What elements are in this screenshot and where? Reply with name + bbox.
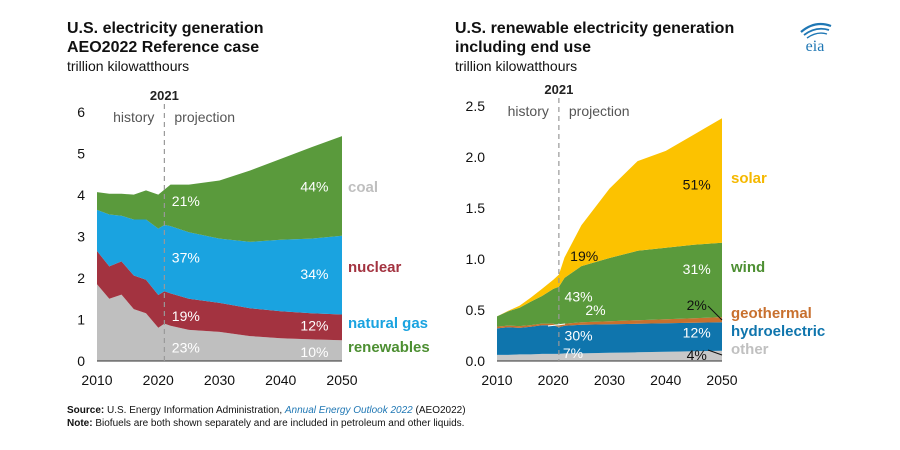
left-share-annotation: 10% [300,344,328,360]
right-projection-label: projection [569,103,630,119]
left-chart-title: U.S. electricity generation AEO2022 Refe… [67,19,264,57]
left-y-tick-label: 5 [77,146,85,162]
right-share-annotation: 2% [687,297,707,313]
left-share-annotation: 37% [172,249,200,265]
eia-logo-arc-3 [806,32,828,39]
right-divider-year: 2021 [544,82,573,97]
right-share-annotation: 31% [683,261,711,277]
right-share-annotation: 19% [570,248,598,264]
left-share-annotation: 44% [300,179,328,195]
left-y-tick-label: 3 [77,229,85,245]
source-footnote: Source: U.S. Energy Information Administ… [67,405,466,416]
right-annotation-leader-geothermal-2050 [707,305,723,321]
left-projection-label: projection [174,109,235,125]
right-x-tick-label: 2050 [706,372,737,388]
right-x-tick-label: 2020 [538,372,569,388]
left-y-tick-label: 1 [77,312,85,328]
right-series-label-solar: solar [731,170,767,187]
right-series-label-geothermal: geothermal [731,305,812,322]
right-y-tick-label: 1.5 [466,200,486,216]
right-annotation-leader-other-2050 [707,349,723,356]
right-y-tick-label: 2.5 [466,98,486,114]
note-footnote: Note: Biofuels are both shown separately… [67,418,464,429]
eia-logo-arc-1 [800,22,832,33]
right-series-label-hydroelectric: hydroelectric [731,323,825,340]
left-x-tick-label: 2040 [265,372,296,388]
left-y-tick-label: 4 [77,187,85,203]
right-share-annotation: 7% [563,345,583,361]
left-share-annotation: 34% [300,266,328,282]
left-series-label-coal: coal [348,179,378,196]
source-label: Source: [67,405,105,416]
left-history-label: history [113,109,154,125]
left-area-natural-gas [97,209,342,315]
right-y-tick-label: 0.5 [466,302,486,318]
right-y-tick-label: 1.0 [466,251,486,267]
left-area-renewables [97,136,342,242]
left-series-label-nuclear: nuclear [348,259,402,276]
left-area-coal [97,284,342,361]
left-share-annotation: 21% [172,193,200,209]
right-series-label-wind: wind [730,259,765,276]
eia-logo-arc-2 [803,27,830,36]
left-chart-title-line1: U.S. electricity generation [67,20,264,37]
right-x-tick-label: 2040 [650,372,681,388]
right-area-hydroelectric [497,322,722,355]
left-y-tick-label: 0 [77,353,85,369]
right-chart-title-line2: including end use [455,39,592,56]
left-series-label-natural-gas: natural gas [348,315,428,332]
right-y-tick-label: 2.0 [466,149,486,165]
right-share-annotation: 43% [565,289,593,305]
right-x-tick-label: 2010 [481,372,512,388]
left-share-annotation: 23% [172,340,200,356]
note-label: Note: [67,418,93,429]
left-share-annotation: 12% [300,318,328,334]
note-text: Biofuels are both shown separately and a… [95,418,465,429]
left-y-tick-label: 2 [77,270,85,286]
source-suffix: (AEO2022) [415,405,466,416]
source-link[interactable]: Annual Energy Outlook 2022 [284,405,413,416]
right-x-tick-label: 2030 [594,372,625,388]
right-share-annotation: 12% [683,324,711,340]
left-chart-title-line2: AEO2022 Reference case [67,39,260,56]
right-share-annotation: 4% [687,347,707,363]
right-area-geothermal [497,317,722,329]
right-series-label-other: other [731,341,769,358]
eia-logo-text: eia [806,38,825,54]
left-x-tick-label: 2010 [81,372,112,388]
left-x-tick-label: 2030 [204,372,235,388]
left-chart-units: trillion kilowatthours [67,58,190,74]
eia-logo: eia [800,22,832,54]
left-share-annotation: 19% [172,308,200,324]
right-area-solar [497,118,722,317]
source-text: U.S. Energy Information Administration, [107,405,283,416]
right-share-annotation: 30% [565,328,593,344]
right-chart-title: U.S. renewable electricity generation in… [455,19,734,57]
left-area-nuclear [97,251,342,341]
right-annotation-leader-geothermal-2021 [547,323,566,327]
right-history-label: history [508,103,549,119]
right-y-tick-label: 0.0 [466,353,486,369]
right-area-wind [497,242,722,327]
right-share-annotation: 2% [585,302,605,318]
right-share-annotation: 51% [683,177,711,193]
left-series-label-renewables: renewables [348,339,430,356]
left-x-tick-label: 2050 [326,372,357,388]
right-area-other [497,350,722,361]
right-chart-units: trillion kilowatthours [455,58,578,74]
right-chart-title-line1: U.S. renewable electricity generation [455,20,735,37]
left-y-tick-label: 6 [77,104,85,120]
left-x-tick-label: 2020 [143,372,174,388]
left-divider-year: 2021 [150,88,179,103]
